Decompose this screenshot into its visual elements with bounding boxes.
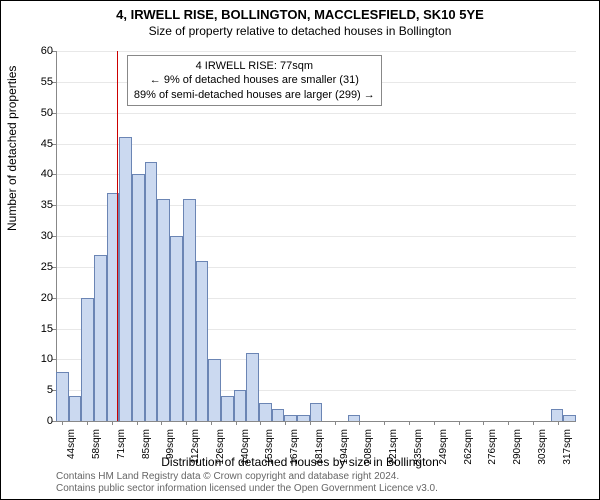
x-tick-mark <box>558 421 559 425</box>
histogram-bar <box>310 403 323 422</box>
histogram-bar <box>348 415 361 421</box>
x-tick-mark <box>161 421 162 425</box>
histogram-bar <box>132 174 145 421</box>
y-tick-label: 0 <box>37 415 53 427</box>
y-tick-label: 50 <box>37 107 53 119</box>
histogram-bar <box>246 353 259 421</box>
x-tick-mark <box>211 421 212 425</box>
x-tick-mark <box>310 421 311 425</box>
x-tick-mark <box>186 421 187 425</box>
credit-text: Contains HM Land Registry data © Crown c… <box>56 471 438 495</box>
x-tick-mark <box>459 421 460 425</box>
histogram-bar <box>221 396 234 421</box>
x-tick-mark <box>434 421 435 425</box>
x-tick-mark <box>384 421 385 425</box>
histogram-bar <box>183 199 196 421</box>
y-tick-label: 35 <box>37 199 53 211</box>
x-tick-mark <box>112 421 113 425</box>
annotation-line-1: 4 IRWELL RISE: 77sqm <box>134 59 375 73</box>
histogram-bar <box>56 372 69 421</box>
histogram-bar <box>563 415 576 421</box>
histogram-bar <box>69 396 82 421</box>
x-tick-mark <box>508 421 509 425</box>
y-tick-label: 20 <box>37 292 53 304</box>
plot-area: 4 IRWELL RISE: 77sqm← 9% of detached hou… <box>56 51 576 421</box>
histogram-bar <box>94 255 107 422</box>
chart-subtitle: Size of property relative to detached ho… <box>1 22 599 38</box>
y-tick-label: 60 <box>37 45 53 57</box>
reference-line <box>117 51 118 421</box>
y-tick-label: 55 <box>37 76 53 88</box>
histogram-bar <box>259 403 272 422</box>
annotation-line-3: 89% of semi-detached houses are larger (… <box>134 88 375 102</box>
x-tick-mark <box>285 421 286 425</box>
annotation-box: 4 IRWELL RISE: 77sqm← 9% of detached hou… <box>127 55 382 106</box>
histogram-bar <box>234 390 247 421</box>
histogram-bar <box>208 359 221 421</box>
annotation-line-2: ← 9% of detached houses are smaller (31) <box>134 73 375 87</box>
y-tick-label: 45 <box>37 138 53 150</box>
x-axis-label: Distribution of detached houses by size … <box>1 455 599 469</box>
x-tick-mark <box>409 421 410 425</box>
histogram-bar <box>157 199 170 421</box>
x-tick-mark <box>137 421 138 425</box>
histogram-bar <box>297 415 310 421</box>
histogram-bar <box>196 261 209 421</box>
y-tick-label: 5 <box>37 384 53 396</box>
y-tick-label: 15 <box>37 323 53 335</box>
histogram-bar <box>170 236 183 421</box>
histogram-bar <box>272 409 285 421</box>
x-tick-mark <box>533 421 534 425</box>
x-tick-mark <box>359 421 360 425</box>
x-tick-mark <box>483 421 484 425</box>
y-axis-label: Number of detached properties <box>5 66 19 231</box>
histogram-bar <box>119 137 132 421</box>
x-tick-mark <box>260 421 261 425</box>
chart-container: 4, IRWELL RISE, BOLLINGTON, MACCLESFIELD… <box>0 0 600 500</box>
x-tick-mark <box>87 421 88 425</box>
credit-line-1: Contains HM Land Registry data © Crown c… <box>56 471 438 483</box>
y-tick-label: 10 <box>37 353 53 365</box>
histogram-bar <box>145 162 158 421</box>
x-tick-mark <box>236 421 237 425</box>
histogram-bar <box>551 409 564 421</box>
credit-line-2: Contains public sector information licen… <box>56 483 438 495</box>
x-tick-mark <box>62 421 63 425</box>
x-tick-mark <box>335 421 336 425</box>
y-tick-label: 30 <box>37 230 53 242</box>
y-tick-label: 40 <box>37 168 53 180</box>
x-axis-line <box>56 421 576 422</box>
chart-title: 4, IRWELL RISE, BOLLINGTON, MACCLESFIELD… <box>1 1 599 22</box>
y-tick-label: 25 <box>37 261 53 273</box>
histogram-bar <box>81 298 94 421</box>
